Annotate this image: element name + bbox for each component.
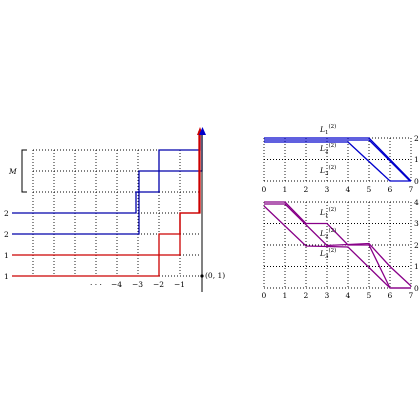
- bottom-x-tick-2: 2: [304, 291, 309, 300]
- bottom-y-tick-2: 2: [414, 241, 419, 250]
- bottom-path-l1: [264, 201, 411, 289]
- top-x-tick-6: 6: [388, 185, 393, 194]
- x-ellipsis: · · ·: [90, 280, 102, 289]
- top-y-tick-0: 0: [414, 177, 419, 186]
- x-tick-neg3: −3: [132, 280, 143, 289]
- bottom-y-tick-4: 4: [414, 198, 419, 207]
- top-y-tick-2: 2: [414, 134, 419, 143]
- top-path-l3: [264, 141, 411, 182]
- top-x-tick-2: 2: [304, 185, 309, 194]
- x-tick-neg2: −2: [153, 280, 164, 289]
- top-x-tick-7: 7: [409, 185, 414, 194]
- bottom-y-tick-1: 1: [414, 262, 419, 271]
- top-path-l1: [264, 137, 412, 182]
- blue-path-lower: [12, 131, 203, 235]
- bottom-y-tick-3: 3: [414, 219, 419, 228]
- bracket-m: [21, 149, 27, 193]
- top-x-tick-4: 4: [346, 185, 351, 194]
- top-label-l1: L1(2): [319, 123, 336, 136]
- row-label-3: 1: [4, 251, 9, 260]
- x-tick-neg1: −1: [174, 280, 185, 289]
- top-x-tick-1: 1: [283, 185, 288, 194]
- bottom-path-l3: [263, 205, 411, 289]
- bottom-y-tick-0: 0: [414, 284, 419, 293]
- bottom-path-l2: [264, 203, 412, 287]
- top-label-l2: L2(2): [319, 142, 336, 155]
- bottom-x-tick-1: 1: [283, 291, 288, 300]
- red-path-lower: [12, 131, 200, 277]
- bottom-x-tick-4: 4: [346, 291, 351, 300]
- top-y-tick-1: 1: [414, 155, 419, 164]
- x-tick-neg4: −4: [111, 280, 122, 289]
- blue-path-upper: [12, 131, 201, 214]
- row-label-4: 1: [4, 272, 9, 281]
- top-label-l3: L3(2): [319, 164, 336, 177]
- origin-dot: [200, 274, 204, 278]
- bottom-x-tick-6: 6: [388, 291, 393, 300]
- bottom-x-tick-3: 3: [325, 291, 330, 300]
- top-x-tick-3: 3: [325, 185, 330, 194]
- bottom-label-l2: L2(2): [319, 227, 336, 240]
- axis-arrow-blue: [199, 127, 206, 135]
- top-x-tick-0: 0: [262, 185, 267, 194]
- row-label-1: 2: [4, 209, 9, 218]
- bottom-x-tick-0: 0: [262, 291, 267, 300]
- origin-label: (0, 1): [205, 271, 225, 280]
- bottom-x-tick-7: 7: [409, 291, 414, 300]
- row-label-2: 2: [4, 230, 9, 239]
- top-x-tick-5: 5: [367, 185, 372, 194]
- bottom-x-tick-5: 5: [367, 291, 372, 300]
- bracket-m-label: M: [8, 167, 17, 176]
- top-path-l2: [264, 139, 411, 182]
- right-bottom-panel: L1(2) L2(2) L3(2) 4 3 2 1 0 0 1 2 3 4 5 …: [262, 198, 420, 300]
- bottom-label-l3: L3(2): [319, 247, 336, 260]
- right-top-panel: L1(2) L2(2) L3(2) 2 1 0 0 1 2 3 4 5 6 7: [262, 123, 420, 194]
- bottom-label-l1: L1(2): [319, 206, 336, 219]
- left-panel: M 2 2 1 1 (0, 1) · · · −4 −3 −2 −1: [4, 127, 225, 292]
